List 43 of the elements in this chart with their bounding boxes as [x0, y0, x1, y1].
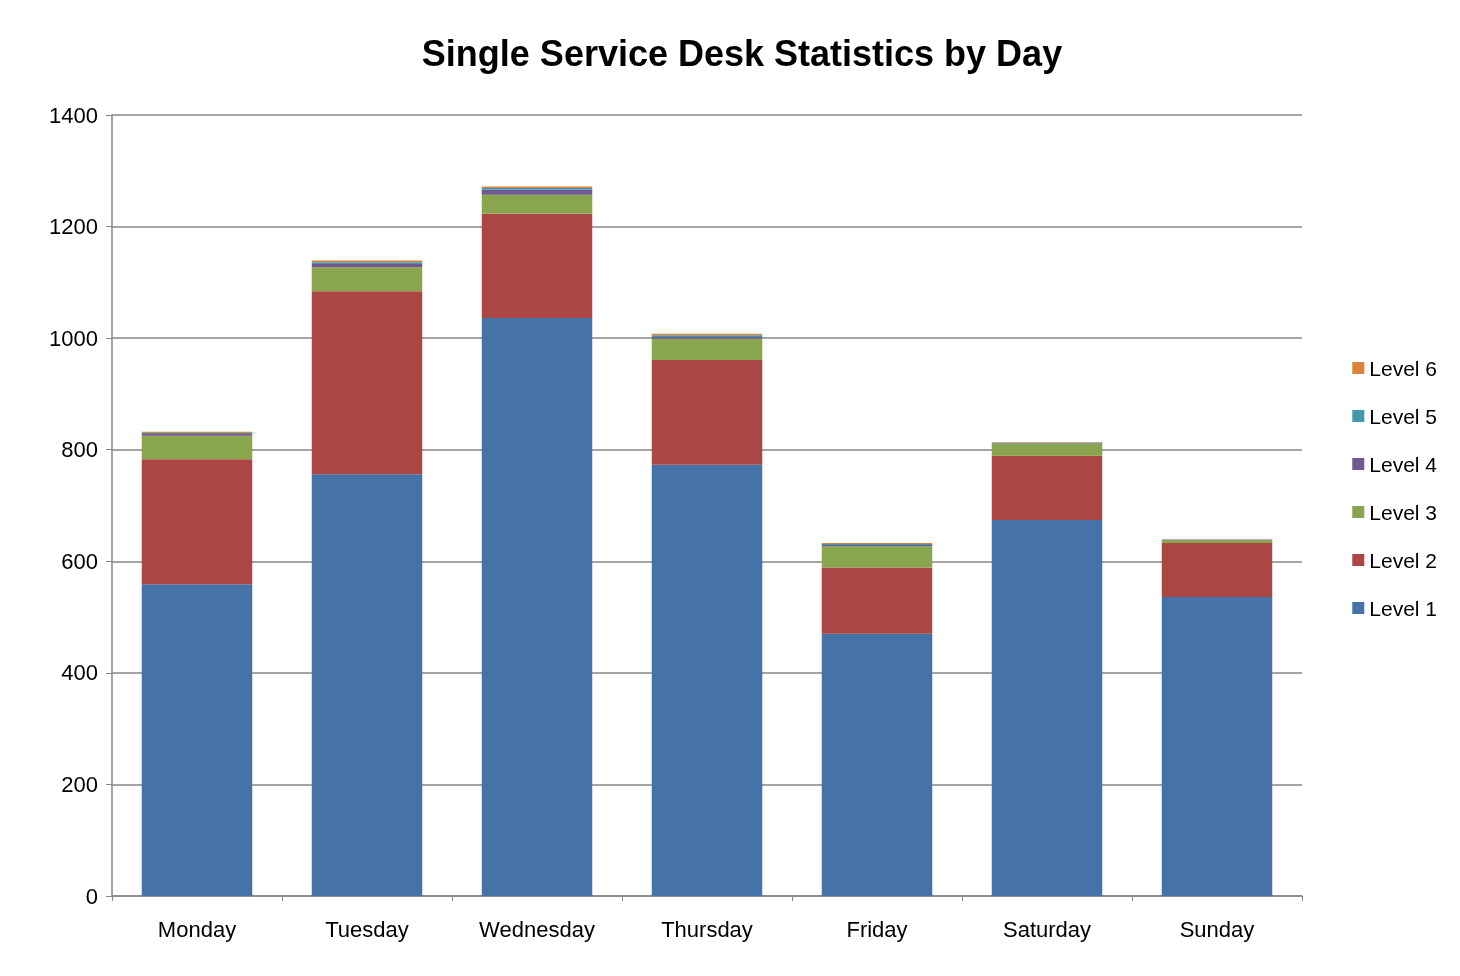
bar — [481, 189, 593, 195]
bar — [991, 520, 1103, 896]
bar — [651, 338, 763, 360]
bar — [481, 213, 593, 319]
chart-title: Single Service Desk Statistics by Day — [421, 32, 1063, 74]
bar — [1161, 542, 1273, 597]
bar — [141, 435, 253, 460]
bar — [821, 546, 933, 568]
bar — [141, 584, 253, 896]
x-tick-label: Saturday — [1002, 916, 1092, 942]
x-tick-label: Thursday — [661, 916, 753, 942]
bar — [1161, 596, 1273, 896]
y-tick-label: 1400 — [49, 102, 98, 128]
bar — [821, 633, 933, 896]
x-tick-label: Wednesday — [479, 916, 595, 942]
y-tick-label: 400 — [61, 660, 98, 686]
legend-label: Level 6 — [1369, 356, 1437, 380]
bar — [481, 194, 593, 214]
legend-label: Level 4 — [1369, 452, 1438, 476]
legend-label: Level 5 — [1369, 404, 1437, 428]
y-tick-label: 1200 — [49, 214, 98, 240]
x-tick-label: Tuesday — [325, 916, 409, 942]
bar — [311, 291, 423, 475]
legend-label: Level 1 — [1369, 596, 1437, 620]
y-tick-label: 0 — [85, 883, 98, 909]
bar — [651, 464, 763, 896]
bar — [141, 459, 253, 585]
legend-label: Level 2 — [1369, 548, 1437, 572]
legend-label: Level 3 — [1369, 500, 1437, 524]
bar — [821, 567, 933, 634]
bar — [651, 359, 763, 465]
y-tick-label: 200 — [61, 771, 98, 797]
bar — [991, 455, 1103, 520]
bar — [481, 318, 593, 896]
x-tick-label: Sunday — [1179, 916, 1255, 942]
bar — [311, 474, 423, 896]
y-tick-label: 600 — [61, 548, 98, 574]
x-tick-label: Monday — [157, 916, 237, 942]
bar — [991, 443, 1103, 456]
y-tick-label: 1000 — [49, 325, 98, 351]
y-tick-label: 800 — [61, 437, 98, 463]
x-tick-label: Friday — [846, 916, 908, 942]
bar — [311, 267, 423, 292]
